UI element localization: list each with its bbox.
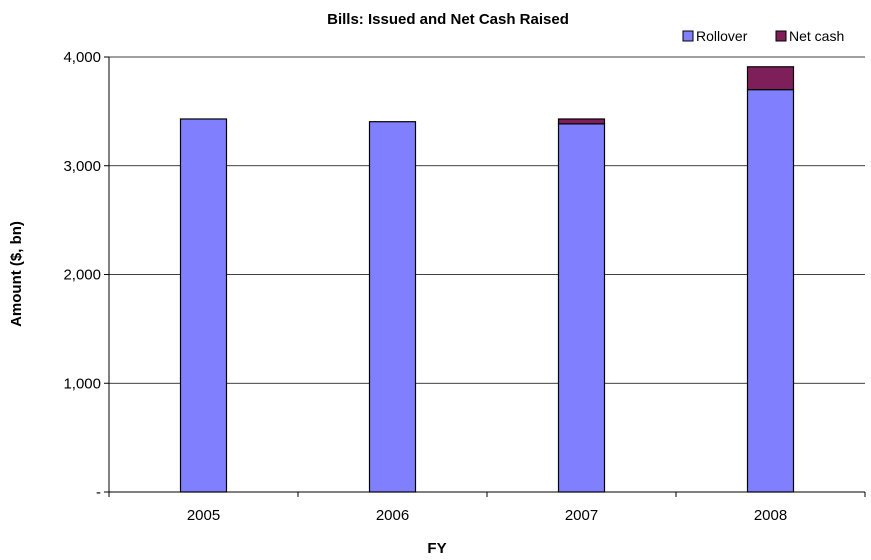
bar-net-cash-2007 bbox=[557, 118, 606, 125]
y-tick-label: 4,000 bbox=[63, 49, 101, 66]
legend-swatch-rollover bbox=[682, 30, 694, 42]
x-tick-label: 2006 bbox=[376, 507, 409, 524]
y-axis-label: Amount ($, bn) bbox=[8, 221, 25, 327]
bar-net-cash-2008 bbox=[746, 66, 795, 91]
axes bbox=[104, 56, 866, 497]
y-tick-label: - bbox=[96, 484, 101, 501]
bar-rollover-2005 bbox=[179, 118, 228, 493]
gridlines bbox=[109, 56, 865, 384]
y-tick-label: 3,000 bbox=[63, 158, 101, 175]
legend-label-net-cash: Net cash bbox=[789, 28, 844, 44]
bars bbox=[179, 66, 795, 493]
x-tick-labels: 2005 2006 2007 2008 bbox=[187, 507, 787, 524]
y-tick-label: 2,000 bbox=[63, 267, 101, 284]
y-tick-labels: - 1,000 2,000 3,000 4,000 bbox=[63, 49, 101, 501]
legend-label-rollover: Rollover bbox=[696, 28, 748, 44]
bar-rollover-2007 bbox=[557, 123, 606, 493]
x-tick-label: 2008 bbox=[754, 507, 787, 524]
x-tick-label: 2007 bbox=[565, 507, 598, 524]
y-tick-label: 1,000 bbox=[63, 375, 101, 392]
bar-rollover-2006 bbox=[368, 121, 417, 493]
x-tick-label: 2005 bbox=[187, 507, 220, 524]
bar-rollover-2008 bbox=[746, 89, 795, 493]
chart-title: Bills: Issued and Net Cash Raised bbox=[327, 11, 569, 28]
legend-swatch-net-cash bbox=[775, 30, 787, 42]
x-axis-label: FY bbox=[427, 540, 446, 557]
legend: Rollover Net cash bbox=[682, 28, 844, 44]
